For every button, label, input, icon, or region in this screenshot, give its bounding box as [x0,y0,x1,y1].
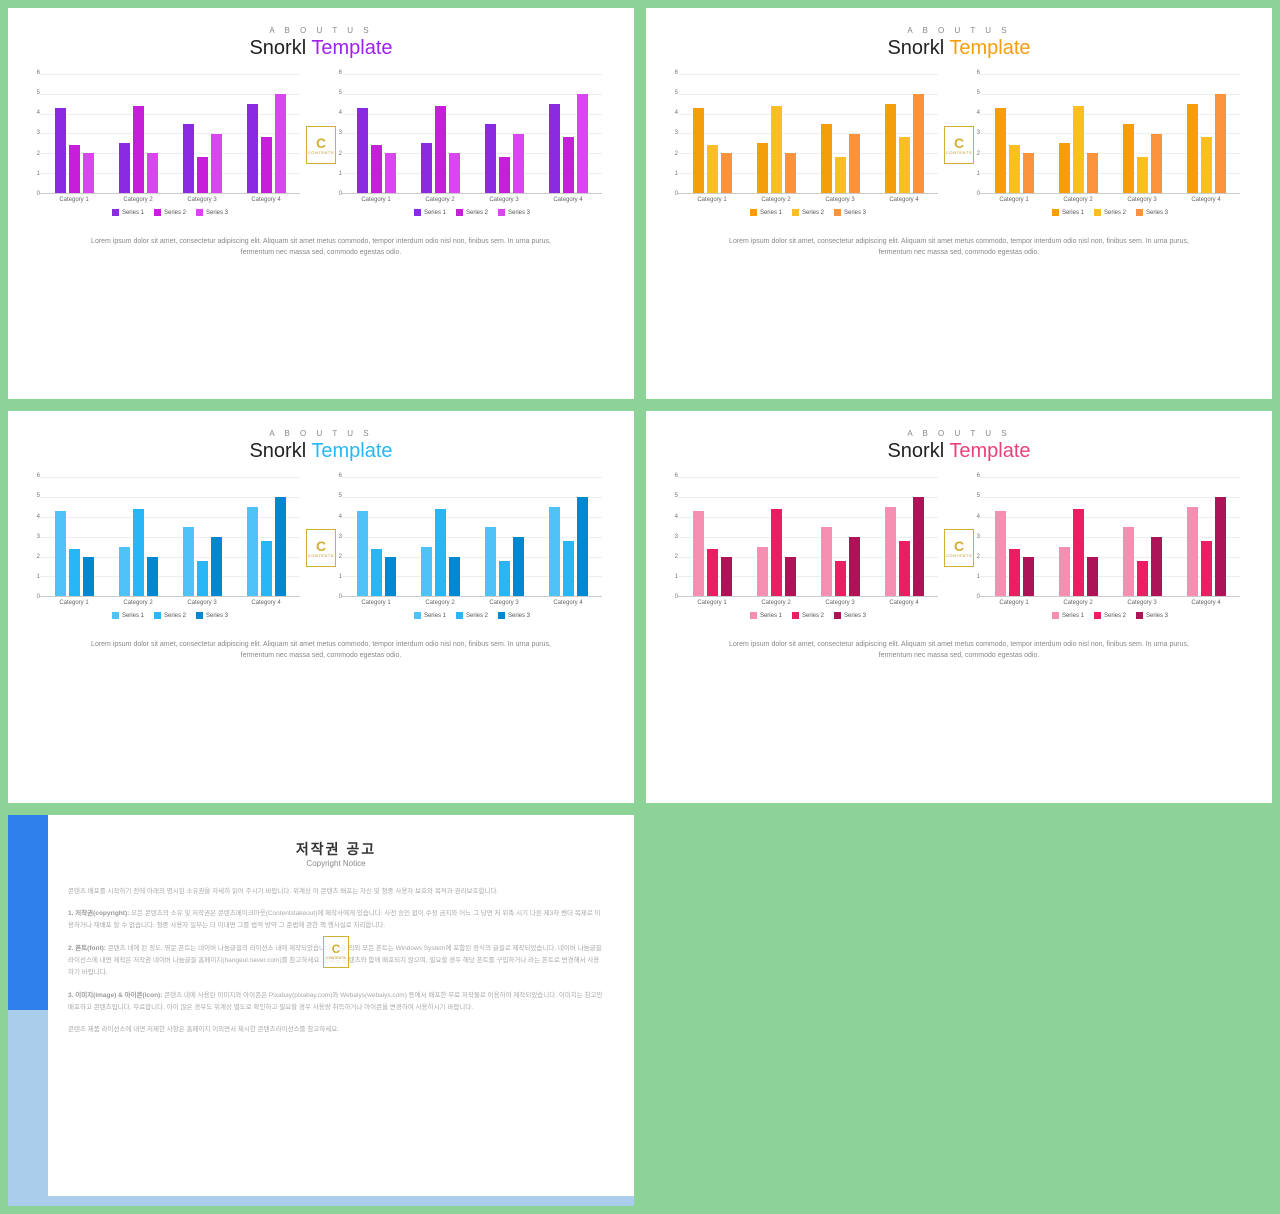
slide-subtitle: A B O U T U S [678,26,1240,35]
copyright-body: 콘텐츠 배포를 시작하기 전에 아래의 명시된 소유권을 자세히 읽어 주시기 … [68,886,604,1037]
slide-title: Snorkl Template [40,37,602,60]
body-text: Lorem ipsum dolor sit amet, consectetur … [678,236,1240,258]
body-text: Lorem ipsum dolor sit amet, consectetur … [40,639,602,661]
bar-chart: 6543210Category 1Category 2Category 3Cat… [342,477,602,619]
bar-chart: 6543210Category 1Category 2Category 3Cat… [40,477,300,619]
empty-cell [646,815,1272,1206]
bar-chart: 6543210Category 1Category 2Category 3Cat… [678,74,938,216]
template-slide: A B O U T U S Snorkl Template 6543210Categ… [646,411,1272,802]
template-slide: A B O U T U S Snorkl Template 6543210Categ… [8,8,634,399]
slide-title: Snorkl Template [678,37,1240,60]
copyright-title: 저작권 공고 [68,839,604,859]
copyright-subtitle: Copyright Notice [68,859,604,868]
body-text: Lorem ipsum dolor sit amet, consectetur … [40,236,602,258]
body-text: Lorem ipsum dolor sit amet, consectetur … [678,639,1240,661]
contents-badge: CCONTENTS [323,936,349,968]
bar-chart: 6543210Category 1Category 2Category 3Cat… [678,477,938,619]
slide-title: Snorkl Template [678,440,1240,463]
slide-title: Snorkl Template [40,440,602,463]
template-slide: A B O U T U S Snorkl Template 6543210Categ… [8,411,634,802]
slide-subtitle: A B O U T U S [40,429,602,438]
bar-chart: 6543210Category 1Category 2Category 3Cat… [980,74,1240,216]
bar-chart: 6543210Category 1Category 2Category 3Cat… [40,74,300,216]
slide-subtitle: A B O U T U S [40,26,602,35]
bar-chart: 6543210Category 1Category 2Category 3Cat… [342,74,602,216]
template-slide: A B O U T U S Snorkl Template 6543210Categ… [646,8,1272,399]
slide-subtitle: A B O U T U S [678,429,1240,438]
copyright-slide: 저작권 공고Copyright Notice 콘텐츠 배포를 시작하기 전에 아래… [8,815,634,1206]
bar-chart: 6543210Category 1Category 2Category 3Cat… [980,477,1240,619]
